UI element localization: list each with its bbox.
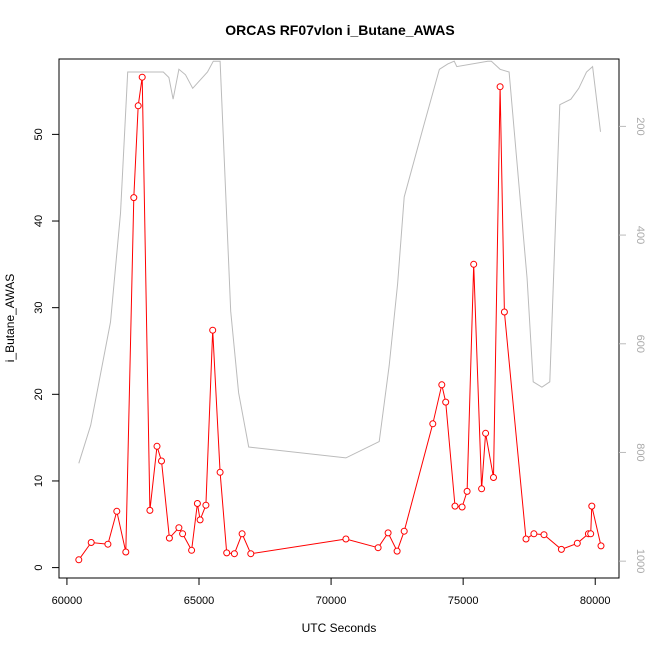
data-point (374, 544, 382, 552)
chart-title: ORCAS RF07vlon i_Butane_AWAS (225, 22, 455, 38)
x-axis: 60000 65000 70000 75000 80000 (52, 578, 611, 607)
data-point (193, 500, 201, 507)
data-point (188, 546, 196, 554)
x-tick-label: 70000 (316, 595, 347, 607)
data-point (482, 429, 490, 437)
x-tick-label: 75000 (448, 595, 479, 607)
right-y-tick-label: 600 (634, 335, 646, 353)
data-point (202, 501, 210, 509)
data-point (573, 539, 581, 547)
data-point (223, 549, 231, 557)
data-point (540, 531, 548, 539)
data-point (247, 550, 255, 558)
data-point (597, 542, 605, 550)
right-y-tick-label: 400 (634, 226, 646, 244)
data-point (496, 83, 504, 91)
altitude-line (78, 60, 601, 464)
data-point (522, 535, 530, 543)
data-point (442, 398, 450, 406)
data-point (146, 506, 154, 514)
data-point (134, 102, 142, 110)
data-point (75, 556, 83, 564)
data-point (153, 442, 161, 450)
data-point (500, 308, 508, 316)
data-point (87, 539, 95, 546)
data-point (216, 468, 224, 476)
data-point (588, 502, 596, 510)
data-point (451, 502, 459, 510)
series-line (78, 77, 602, 561)
data-point (130, 194, 138, 202)
data-point (238, 530, 246, 538)
data-point (384, 529, 392, 537)
y-tick-label: 20 (33, 388, 45, 400)
y-axis-right: 200 400 600 800 1000 (619, 117, 646, 573)
x-tick-label: 80000 (580, 595, 611, 607)
data-point (463, 487, 471, 495)
data-point (400, 527, 408, 535)
data-point (179, 530, 187, 538)
data-point (530, 530, 538, 538)
y-tick-label: 10 (33, 475, 45, 487)
data-point (113, 507, 121, 515)
plot-area-frame (58, 58, 620, 579)
x-tick-label: 65000 (184, 595, 215, 607)
data-point (393, 547, 401, 555)
data-point (438, 381, 446, 389)
y-tick-label: 0 (33, 565, 45, 571)
data-point (478, 485, 486, 493)
data-point (196, 516, 204, 524)
x-axis-label: UTC Seconds (302, 621, 377, 635)
y-tick-label: 30 (33, 302, 45, 314)
y-axis-label: i_Butane_AWAS (3, 274, 17, 363)
data-point (175, 524, 183, 532)
data-point (458, 503, 466, 511)
data-point (209, 326, 217, 334)
data-point (230, 550, 238, 558)
data-point (342, 535, 350, 543)
data-point (587, 530, 595, 538)
y-tick-label: 40 (33, 215, 45, 227)
data-point (158, 457, 165, 465)
y-tick-label: 50 (33, 128, 45, 140)
right-y-tick-label: 1000 (634, 549, 646, 573)
x-tick-label: 60000 (52, 595, 83, 607)
right-y-tick-label: 800 (634, 443, 646, 461)
y-axis: 0 10 20 30 40 50 (33, 128, 59, 571)
right-y-tick-label: 200 (634, 117, 646, 135)
series-layer (75, 60, 605, 564)
data-point (122, 548, 130, 556)
data-point (138, 73, 146, 81)
data-point (429, 420, 437, 428)
data-point (490, 474, 497, 481)
data-point (470, 260, 478, 268)
data-point (165, 534, 173, 542)
data-point (557, 545, 565, 553)
data-point (104, 540, 112, 548)
